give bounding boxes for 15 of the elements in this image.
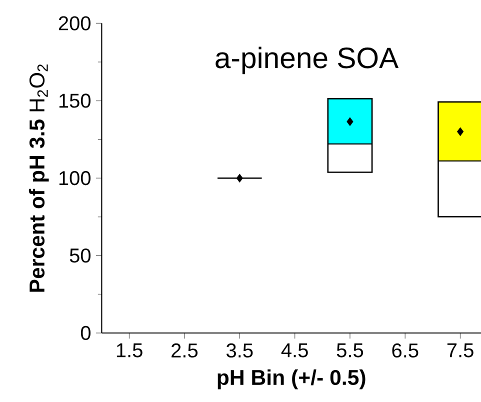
y-tick-label: 0 bbox=[80, 326, 91, 340]
y-tick-label: 150 bbox=[59, 94, 91, 108]
y-tick-label: 100 bbox=[59, 171, 91, 186]
x-tick-label: 6.5 bbox=[392, 343, 418, 358]
x-tick-label: 1.5 bbox=[116, 343, 142, 358]
x-tick-label: 2.5 bbox=[172, 343, 198, 358]
x-tick-label: 5.5 bbox=[336, 343, 364, 358]
y-tick-label: 200 bbox=[58, 16, 91, 30]
x-tick-label: 7.5 bbox=[447, 343, 474, 358]
x-tick-label: 4.5 bbox=[281, 343, 308, 358]
y-axis-title: Percent of pH 3.5 H$_{2}$O$_{2}$ bbox=[28, 64, 49, 292]
y-tick-label: 50 bbox=[70, 248, 91, 263]
text: a-pinene SOA bbox=[216, 46, 399, 74]
x-axis-title: pH Bin (+/- 0.5) bbox=[218, 369, 366, 390]
x-tick-label: 3.5 bbox=[226, 343, 253, 358]
